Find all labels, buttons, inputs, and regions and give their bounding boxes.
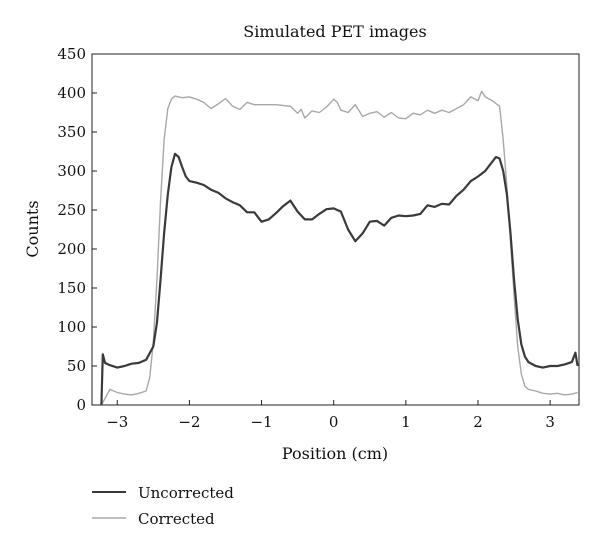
plot-frame	[91, 53, 580, 406]
y-tick-label: 100	[57, 318, 86, 336]
x-tick-label: 0	[329, 413, 339, 431]
y-tick-label: 350	[57, 123, 86, 141]
x-tick-label: −2	[178, 413, 200, 431]
y-tick-label: 450	[57, 45, 86, 63]
x-tick-label: −1	[250, 413, 272, 431]
x-axis: −3 −2 −1 0 1 2 3	[106, 400, 555, 431]
y-tick-label: 50	[67, 357, 86, 375]
y-tick-label: 300	[57, 162, 86, 180]
x-tick-label: 1	[401, 413, 411, 431]
series-layer	[100, 90, 579, 406]
y-tick-label: 0	[76, 396, 86, 414]
y-tick-label: 200	[57, 240, 86, 258]
chart-title: Simulated PET images	[243, 22, 426, 41]
y-tick-label: 250	[57, 201, 86, 219]
x-tick-label: −3	[106, 413, 128, 431]
y-axis: 0 50 100 150 200 250 300 350 400 450	[57, 45, 97, 414]
series-line-uncorrected	[100, 152, 579, 406]
x-tick-label: 3	[545, 413, 555, 431]
x-tick-label: 2	[473, 413, 483, 431]
x-axis-title: Position (cm)	[282, 444, 388, 463]
y-tick-label: 150	[57, 279, 86, 297]
legend-label-uncorrected: Uncorrected	[138, 484, 234, 502]
y-tick-label: 400	[57, 84, 86, 102]
legend: Uncorrected Corrected	[92, 484, 234, 528]
legend-label-corrected: Corrected	[138, 510, 215, 528]
y-axis-title: Counts	[23, 200, 42, 257]
